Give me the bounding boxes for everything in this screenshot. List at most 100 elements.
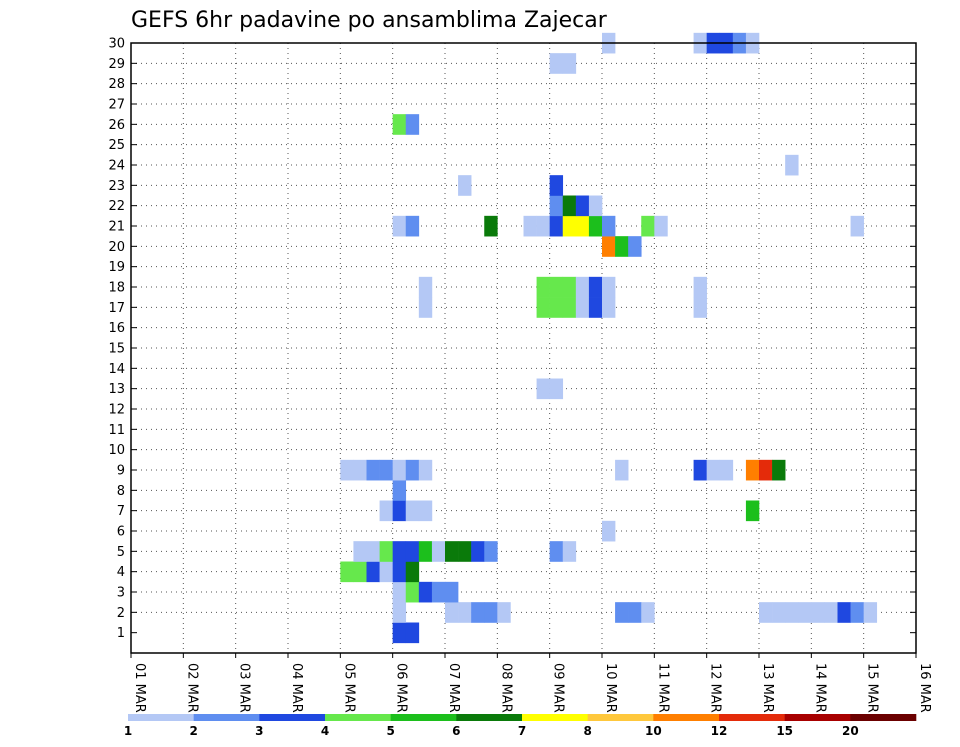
heatmap-cell bbox=[811, 602, 825, 623]
heatmap-cell bbox=[445, 581, 459, 603]
y-tick-label: 6 bbox=[117, 525, 125, 540]
x-tick-label: 04 MAR bbox=[289, 663, 304, 713]
heatmap-cell bbox=[379, 541, 393, 562]
x-tick-label: 08 MAR bbox=[498, 663, 513, 713]
heatmap-cell bbox=[549, 215, 564, 237]
heatmap-cell bbox=[772, 602, 786, 623]
heatmap-cell bbox=[641, 602, 655, 623]
heatmap-cell bbox=[798, 602, 812, 623]
y-tick-label: 13 bbox=[108, 382, 125, 397]
heatmap-cell bbox=[549, 297, 564, 318]
y-tick-label: 25 bbox=[108, 138, 125, 153]
y-tick-label: 28 bbox=[108, 77, 125, 92]
heatmap-cell bbox=[575, 276, 590, 298]
heatmap-cell bbox=[392, 561, 407, 583]
legend-swatch bbox=[128, 714, 194, 721]
heatmap-cell bbox=[588, 195, 603, 217]
heatmap-cell bbox=[536, 297, 550, 318]
heatmap-cell bbox=[405, 541, 420, 562]
heatmap-cell bbox=[353, 459, 367, 481]
y-tick-label: 5 bbox=[117, 545, 125, 560]
y-tick-label: 27 bbox=[108, 98, 125, 113]
heatmap-cell bbox=[405, 500, 420, 522]
y-tick-label: 22 bbox=[108, 199, 125, 214]
heatmap-cell bbox=[615, 602, 629, 623]
heatmap-cell bbox=[615, 236, 629, 257]
legend-swatch bbox=[522, 714, 588, 721]
heatmap-cell bbox=[536, 215, 550, 237]
y-tick-label: 29 bbox=[108, 57, 125, 72]
heatmap-cell bbox=[575, 195, 590, 217]
heatmap-cell bbox=[536, 276, 550, 298]
y-tick-label: 19 bbox=[108, 260, 125, 275]
heatmap-cell bbox=[562, 276, 577, 298]
legend-swatch bbox=[653, 714, 720, 721]
legend-label: 10 bbox=[645, 724, 662, 738]
heatmap-cell bbox=[745, 500, 760, 522]
heatmap-cell bbox=[418, 581, 433, 603]
heatmap-cell bbox=[418, 297, 433, 318]
legend-label: 7 bbox=[518, 724, 526, 738]
heatmap-cell bbox=[759, 459, 773, 481]
heatmap-cell bbox=[850, 602, 864, 623]
heatmap-cell bbox=[562, 195, 577, 217]
heatmap-cell bbox=[484, 541, 498, 562]
legend-swatch bbox=[719, 714, 785, 721]
y-tick-label: 21 bbox=[108, 220, 125, 235]
legend-label: 1 bbox=[124, 724, 132, 738]
heatmap-cell bbox=[824, 602, 838, 623]
heatmap-cell bbox=[418, 276, 433, 298]
legend-swatch bbox=[784, 714, 851, 721]
y-tick-label: 15 bbox=[108, 342, 125, 357]
heatmap-cell bbox=[615, 459, 629, 481]
cell-layer bbox=[340, 32, 878, 644]
y-tick-label: 1 bbox=[117, 626, 125, 641]
heatmap-cell bbox=[366, 541, 380, 562]
legend-label: 4 bbox=[321, 724, 329, 738]
x-tick-label: 05 MAR bbox=[341, 663, 356, 713]
heatmap-cell bbox=[549, 276, 564, 298]
legend-label: 20 bbox=[842, 724, 859, 738]
heatmap-cell bbox=[693, 297, 707, 318]
heatmap-cell bbox=[693, 459, 707, 481]
heatmap-cell bbox=[353, 541, 367, 562]
y-tick-label: 18 bbox=[108, 281, 125, 296]
heatmap-cell bbox=[602, 236, 616, 257]
legend-swatch bbox=[259, 714, 326, 721]
heatmap-cell bbox=[562, 541, 577, 562]
x-tick-label: 11 MAR bbox=[655, 663, 670, 713]
heatmap-cell bbox=[445, 541, 459, 562]
heatmap-cell bbox=[654, 215, 668, 237]
heatmap-cell bbox=[392, 114, 407, 135]
heatmap-cell bbox=[602, 215, 616, 237]
heatmap-cell bbox=[719, 459, 734, 481]
y-tick-label: 9 bbox=[117, 464, 125, 479]
heatmap-cell bbox=[392, 480, 407, 501]
heatmap-cell bbox=[405, 114, 420, 135]
y-tick-label: 24 bbox=[108, 159, 125, 174]
heatmap-cell bbox=[353, 561, 367, 583]
heatmap-cell bbox=[392, 622, 407, 644]
heatmap-cell bbox=[759, 602, 773, 623]
y-tick-label: 2 bbox=[117, 606, 125, 621]
y-tick-label: 7 bbox=[117, 504, 125, 519]
heatmap-cell bbox=[405, 622, 420, 644]
x-tick-label: 12 MAR bbox=[708, 663, 723, 713]
heatmap-cell bbox=[772, 459, 786, 481]
heatmap-cell bbox=[392, 459, 407, 481]
x-tick-label: 09 MAR bbox=[551, 663, 566, 713]
y-tick-label: 8 bbox=[117, 484, 125, 499]
heatmap-cell bbox=[549, 175, 564, 196]
heatmap-cell bbox=[575, 297, 590, 318]
heatmap-cell bbox=[588, 297, 603, 318]
heatmap-cell bbox=[602, 297, 616, 318]
heatmap-cell bbox=[392, 215, 407, 237]
legend-swatch bbox=[456, 714, 523, 721]
y-tick-label: 17 bbox=[108, 301, 125, 316]
heatmap-cell bbox=[392, 541, 407, 562]
heatmap-cell bbox=[562, 53, 577, 74]
axis-layer: 1234567891011121314151617181920212223242… bbox=[108, 37, 932, 713]
legend-label: 8 bbox=[583, 724, 591, 738]
x-tick-label: 03 MAR bbox=[237, 663, 252, 713]
